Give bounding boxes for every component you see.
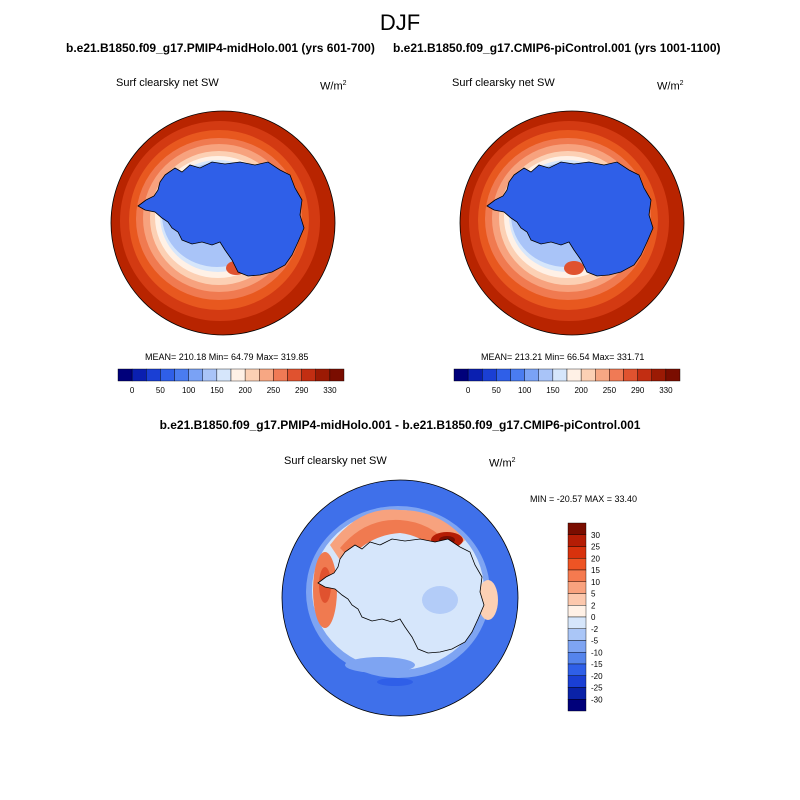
panel1-colorbar-swatch [273, 368, 288, 382]
panel2-units-label: W/m2 [657, 80, 684, 93]
diff-map-border [281, 479, 519, 717]
diff-colorbar-tick-label: -15 [591, 660, 603, 669]
panel2-colorbar-swatch [651, 368, 667, 382]
diff-colorbar-swatch [567, 558, 587, 571]
panel1-colorbar-swatch [315, 368, 331, 382]
panel2-colorbar-tick-label: 290 [631, 386, 645, 395]
panel2-variable-label: Surf clearsky net SW [452, 77, 555, 89]
panel1-case-title: b.e21.B1850.f09_g17.PMIP4-midHolo.001 (y… [66, 41, 375, 55]
panel2-colorbar-swatch [637, 368, 652, 382]
panel2-colorbar-swatch [496, 368, 511, 382]
panel1-colorbar-tick-label: 290 [295, 386, 309, 395]
diff-colorbar-tick-label: -30 [591, 695, 603, 704]
panel1-colorbar-swatch [301, 368, 316, 382]
diff-colorbar-tick-label: -20 [591, 672, 603, 681]
panel2-colorbar-swatch [623, 368, 638, 382]
panel2-colorbar-tick-label: 0 [466, 386, 471, 395]
panel1-colorbar-swatch [216, 368, 232, 382]
diff-colorbar-tick-label: 2 [591, 601, 596, 610]
diff-colorbar-swatch [567, 534, 587, 547]
panel1-colorbar-swatch [146, 368, 161, 382]
panel1-colorbar-tick-label: 330 [323, 386, 337, 395]
panel1-colorbar-swatch [160, 368, 175, 382]
diff-colorbar-swatch [567, 581, 587, 594]
diff-variable-label: Surf clearsky net SW [284, 455, 387, 467]
panel1-colorbar-tick-label: 250 [267, 386, 281, 395]
panel1-units-label: W/m2 [320, 80, 347, 93]
diff-colorbar-swatch [567, 605, 587, 618]
diff-colorbar-swatch [567, 569, 587, 582]
panel1-colorbar-swatch [230, 368, 246, 382]
diff-colorbar-tick-label: 20 [591, 554, 600, 563]
diff-colorbar-tick-label: -5 [591, 637, 599, 646]
diff-colorbar-tick-label: 10 [591, 578, 600, 587]
diff-colorbar-tick-label: 0 [591, 613, 596, 622]
panel1-colorbar-tick-label: 50 [156, 386, 165, 395]
panel2-colorbar-tick-label: 50 [492, 386, 501, 395]
panel2-colorbar-swatch [524, 368, 539, 382]
panel2-case-title: b.e21.B1850.f09_g17.CMIP6-piControl.001 … [393, 41, 721, 55]
panel2-colorbar-tick-label: 100 [518, 386, 532, 395]
panel1-colorbar-tick-label: 150 [210, 386, 224, 395]
diff-stats: MIN = -20.57 MAX = 33.40 [530, 494, 638, 504]
panel1-colorbar-tick-label: 0 [130, 386, 135, 395]
diff-colorbar-swatch [567, 699, 587, 712]
panel1-colorbar-swatch [131, 368, 147, 382]
panel2-colorbar-swatch [566, 368, 582, 382]
diff-colorbar-swatch [567, 546, 587, 559]
panel1-colorbar-swatch [244, 368, 260, 382]
panel1-colorbar-swatch [117, 368, 133, 382]
panel1-stats: MEAN= 210.18 Min= 64.79 Max= 319.85 [145, 352, 309, 362]
panel2-colorbar-tick-label: 250 [603, 386, 617, 395]
panel2-colorbar-swatch [580, 368, 596, 382]
panel2-colorbar-swatch [595, 368, 610, 382]
diff-colorbar-swatch [567, 652, 587, 665]
diff-map [282, 480, 518, 716]
panel2-colorbar-swatch [609, 368, 624, 382]
panel1-colorbar-swatch [174, 368, 189, 382]
panel1-variable-label: Surf clearsky net SW [116, 77, 219, 89]
panel2-map [460, 111, 684, 335]
diff-colorbar-swatch [567, 616, 587, 629]
panel2-colorbar-tick-label: 200 [574, 386, 588, 395]
panel1-colorbar-swatch [259, 368, 274, 382]
panel1-map [111, 111, 335, 335]
diff-panel-title: b.e21.B1850.f09_g17.PMIP4-midHolo.001 - … [159, 418, 641, 432]
diff-colorbar-tick-label: 25 [591, 543, 600, 552]
panel1-colorbar-swatch [329, 368, 345, 382]
diff-colorbar-tick-label: 15 [591, 566, 600, 575]
diff-colorbar-swatch [567, 593, 587, 606]
panel1-colorbar-tick-label: 100 [182, 386, 196, 395]
panel2-colorbar-swatch [552, 368, 568, 382]
panel2-colorbar-swatch [538, 368, 554, 382]
panel1-map-border [110, 110, 336, 336]
panel1-colorbar-swatch [202, 368, 218, 382]
panel2-colorbar-swatch [453, 368, 469, 382]
diff-colorbar-swatch [567, 663, 587, 676]
panel2-stats: MEAN= 213.21 Min= 66.54 Max= 331.71 [481, 352, 645, 362]
panel2-colorbar-swatch [467, 368, 483, 382]
panel1-colorbar-swatch [188, 368, 203, 382]
panel2-colorbar-swatch [510, 368, 525, 382]
panel1-colorbar-swatch [287, 368, 302, 382]
panel2-colorbar-tick-label: 330 [659, 386, 673, 395]
diff-colorbar-swatch [567, 687, 587, 700]
diff-colorbar-tick-label: 30 [591, 531, 600, 540]
panel2-colorbar-swatch [482, 368, 497, 382]
diff-colorbar-tick-label: -25 [591, 684, 603, 693]
diff-colorbar-swatch [567, 640, 587, 653]
diff-colorbar-swatch [567, 628, 587, 641]
panel2-colorbar-swatch [665, 368, 681, 382]
panel2-colorbar-tick-label: 150 [546, 386, 560, 395]
diff-colorbar-swatch [567, 522, 587, 535]
diff-colorbar-tick-label: -10 [591, 648, 603, 657]
diff-colorbar-tick-label: -2 [591, 625, 599, 634]
diff-units-label: W/m2 [489, 457, 516, 470]
diff-colorbar-tick-label: 5 [591, 590, 596, 599]
panel1-colorbar-tick-label: 200 [238, 386, 252, 395]
diff-colorbar-swatch [567, 675, 587, 688]
page-title: DJF [379, 10, 421, 35]
panel2-map-border [459, 110, 685, 336]
